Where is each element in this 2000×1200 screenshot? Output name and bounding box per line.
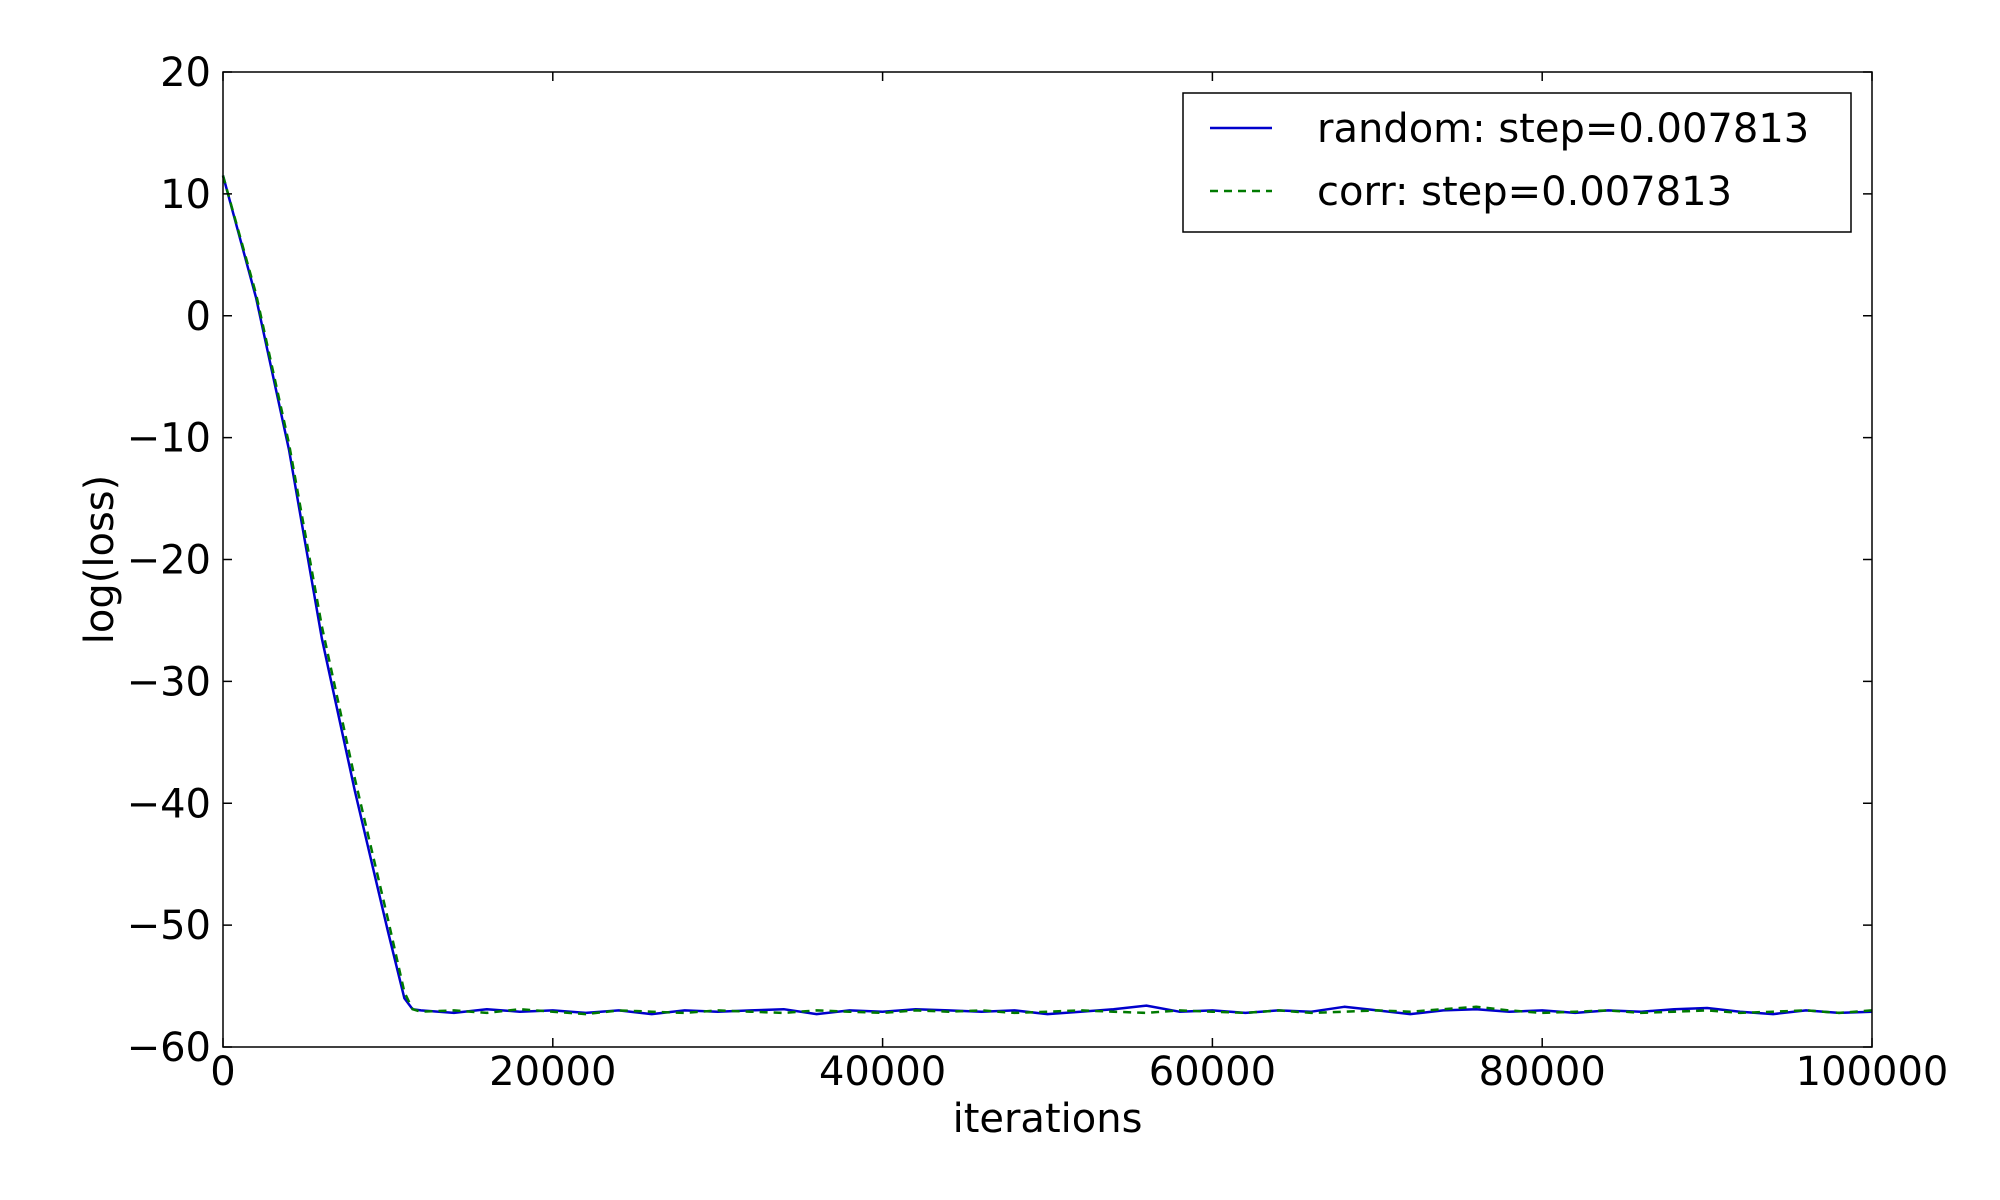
x-tick-label: 100000 — [1796, 1049, 1949, 1095]
y-tick-label: 20 — [160, 50, 211, 96]
legend-label-corr: corr: step=0.007813 — [1317, 169, 1732, 215]
x-tick-label: 40000 — [819, 1049, 946, 1095]
y-axis-label: log(loss) — [77, 475, 123, 644]
x-axis-label: iterations — [953, 1096, 1143, 1142]
legend-box — [1182, 92, 1852, 233]
legend-label-random: random: step=0.007813 — [1317, 106, 1809, 152]
x-tick-label: 20000 — [489, 1049, 616, 1095]
y-tick-label: −30 — [127, 659, 211, 705]
y-tick-label: 10 — [160, 172, 211, 218]
y-tick-label: 0 — [186, 294, 211, 340]
x-tick-label: 80000 — [1479, 1049, 1606, 1095]
y-tick-label: −50 — [127, 903, 211, 949]
series-layer — [221, 175, 1873, 1016]
tick-labels-layer: 0 20000 40000 60000 80000 100000 −60 −50 −40 −30 −… — [127, 50, 1949, 1095]
plot-frame — [222, 71, 1873, 1048]
series-line-corr — [221, 175, 1873, 1016]
y-tick-label: −60 — [127, 1025, 211, 1071]
x-tick-label: 0 — [210, 1049, 235, 1095]
x-tick-label: 60000 — [1149, 1049, 1276, 1095]
y-tick-label: −40 — [127, 781, 211, 827]
y-tick-label: −20 — [127, 538, 211, 584]
legend: random: step=0.007813 corr: step=0.00781… — [1182, 92, 1852, 233]
y-tick-label: −10 — [127, 416, 211, 462]
